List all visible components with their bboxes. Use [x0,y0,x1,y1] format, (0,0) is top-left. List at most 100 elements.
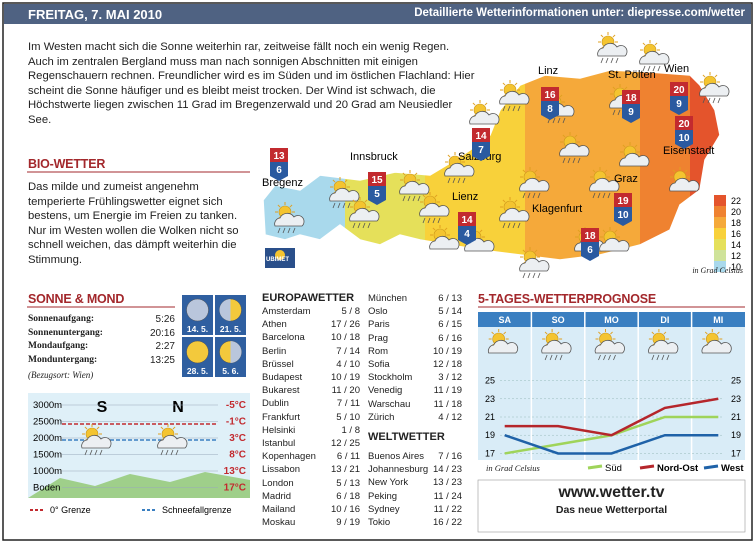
scale-label: 22 [731,196,741,206]
y-tick-label: 25 [731,376,741,386]
icon-ray [332,179,336,183]
icon-rain [367,222,371,229]
city-temps: 7 / 14 [336,345,360,357]
x-tick-label: SO [552,315,565,325]
city: Mailand [262,504,296,515]
icon-ray [624,86,628,90]
icon-rain [661,354,665,361]
low-box [458,226,476,240]
icon-ray [642,42,646,46]
high-temp: 19 [617,196,629,207]
altitude-level: 2000m [33,433,62,444]
icon-ray [96,426,100,430]
low-temp: 7 [478,145,484,156]
city: Athen [262,319,287,331]
legend-label: 0° Grenze [50,505,91,515]
icon-ray [84,426,88,430]
city-temps: 6 / 13 [438,293,462,304]
city: Brüssel [262,358,294,370]
low-box [581,242,599,256]
low-temp: 10 [678,133,690,144]
weather-icon [669,167,700,192]
low-box [622,104,640,118]
low-temp: 4 [464,229,470,240]
icon-ray [522,249,526,253]
icon-ray [634,144,638,148]
box-tip [614,221,632,226]
icon-rain [537,192,541,199]
icon-rain [656,354,660,361]
icon-cloud [349,207,380,222]
high-temp: 18 [625,93,637,104]
icon-rain [605,57,609,64]
city-temps: 11 / 18 [433,398,462,410]
icon-rain [512,105,516,112]
sun-moon-time: 2:27 [155,341,175,352]
icon-rain [657,65,661,72]
icon-rain [544,354,548,361]
icon-rain [532,192,536,199]
city: Helsinki [262,424,296,436]
high-temp: 20 [678,119,690,130]
y-tick-label: 17 [485,448,495,458]
icon-ray [574,134,578,138]
high-box [614,193,632,207]
moon-shadow [219,299,231,321]
city-temps: 11 / 20 [331,385,360,397]
weather-icon [469,100,500,125]
high-box [368,172,386,186]
weather-icon [599,227,630,252]
icon-rain [612,109,616,116]
scale-label: 20 [731,207,741,217]
weather-icon [499,197,530,229]
icon-ray [514,82,518,86]
city: Budapest [262,372,303,383]
icon-ray [502,82,506,86]
city-temps: 10 / 19 [432,345,462,357]
icon-ray [479,229,483,233]
icon-rain [427,217,431,224]
icon-rain [562,157,566,164]
high-box [472,128,490,142]
low-temp: 10 [617,210,629,221]
icon-rain [347,202,351,209]
low-box [270,162,288,176]
icon-cloud [699,82,730,97]
icon-rain [562,117,566,124]
icon-rain [552,117,556,124]
icon-ray [672,169,676,173]
high-temp: 15 [371,175,383,186]
x-tick-label: DI [660,315,669,325]
box-tip [675,144,693,149]
box-tip [622,118,640,123]
city: Prag [368,332,389,344]
scale-swatch [714,195,726,206]
low-box [368,186,386,200]
icon-rain [502,105,506,112]
weather-icon [597,32,628,64]
city: Buenos Aires [368,451,424,462]
icon-cloud [519,257,550,272]
y-tick-label: 19 [485,430,495,440]
high-box [581,228,599,242]
icon-rain [642,65,646,72]
icon-ray [422,194,426,198]
weather-icon [499,80,530,112]
icon-ray [612,86,616,90]
icon-rain [559,354,563,361]
city-name: Eisenstadt [663,145,714,157]
icon-cloud [541,339,572,354]
legend-swatch [703,464,719,470]
icon-cloud [487,339,519,354]
city: Madrid [262,490,292,502]
low-temp: 6 [587,245,593,256]
sun-moon-time: 20:16 [149,327,175,339]
icon-ray [598,331,601,335]
icon-cloud [519,177,550,192]
low-box [670,96,688,110]
icon-rain [522,192,526,199]
city-temps: 10 / 19 [330,372,360,383]
city: Warschau [368,398,411,410]
altitude-temp: 3°C [229,433,246,444]
altitude-temp: 8°C [229,450,246,461]
